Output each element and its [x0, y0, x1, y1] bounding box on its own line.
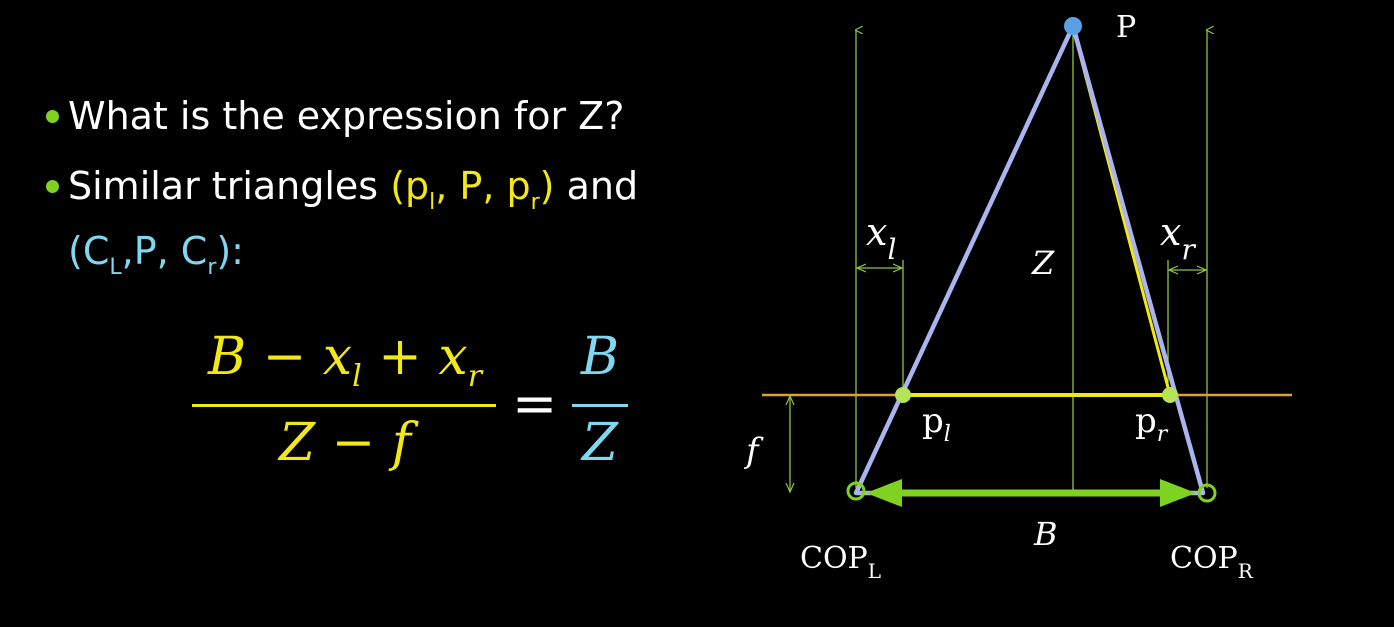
equation-right-denominator: Z [581, 413, 619, 473]
equation-left-numerator: B − xl + xr [190, 328, 500, 406]
label-z: Z [1031, 244, 1055, 282]
point-copr [1197, 483, 1217, 503]
cyan-group-close: ): [216, 229, 244, 273]
cyan-sub-l: L [109, 255, 122, 280]
label-xr: xr [1160, 210, 1196, 266]
yellow-group-mid: , P, p [435, 164, 531, 208]
baseline-arrowhead-right [1160, 479, 1196, 507]
label-xl: xl [866, 210, 896, 266]
numerator-part-b: + x [361, 327, 468, 387]
bullet-dot-icon [46, 110, 59, 123]
bullet-item-similar-triangles: Similar triangles (pl, P, pr) and (CL,P, … [40, 162, 740, 292]
bullet-list: What is the expression for Z? Similar tr… [40, 92, 740, 314]
yellow-group-close: ) [539, 164, 555, 208]
label-copr: COPR [1170, 541, 1254, 583]
cyan-sub-r: r [207, 255, 217, 280]
equation-right-numerator: B [580, 327, 620, 387]
cyan-group-mid: ,P, C [121, 229, 208, 273]
fraction-bar-left [192, 404, 496, 407]
numerator-sub-r: r [467, 359, 483, 394]
bullet-text: What is the expression for Z? [68, 94, 625, 138]
bullet-dot-icon [46, 180, 59, 193]
numerator-part-a: B − x [207, 327, 353, 387]
yellow-sub-r: r [530, 190, 540, 215]
label-pl: pl [922, 401, 951, 447]
label-f: f [743, 431, 764, 471]
label-pr: pr [1135, 401, 1169, 447]
fraction-bar-right [572, 404, 628, 407]
label-p: P [1116, 10, 1136, 45]
label-b: B [1033, 515, 1058, 553]
bullet-text-and: and [554, 164, 639, 208]
bullet-text: Similar triangles [68, 164, 391, 208]
equals-sign: = [512, 372, 558, 435]
equation: B − xl + xr Z − f = B Z [190, 328, 650, 498]
bullet-item-question: What is the expression for Z? [40, 92, 740, 140]
yellow-sub-l: l [429, 190, 436, 215]
yellow-group-open: (p [390, 164, 430, 208]
numerator-sub-l: l [352, 359, 362, 394]
point-pr [1162, 387, 1178, 403]
point-p [1064, 17, 1082, 35]
point-pl [895, 387, 911, 403]
point-copl [846, 481, 866, 501]
equation-left-denominator: Z − f [278, 413, 411, 473]
label-copl: COPL [800, 541, 881, 583]
cyan-group-open: (C [68, 229, 110, 273]
baseline-arrowhead-left [866, 479, 902, 507]
